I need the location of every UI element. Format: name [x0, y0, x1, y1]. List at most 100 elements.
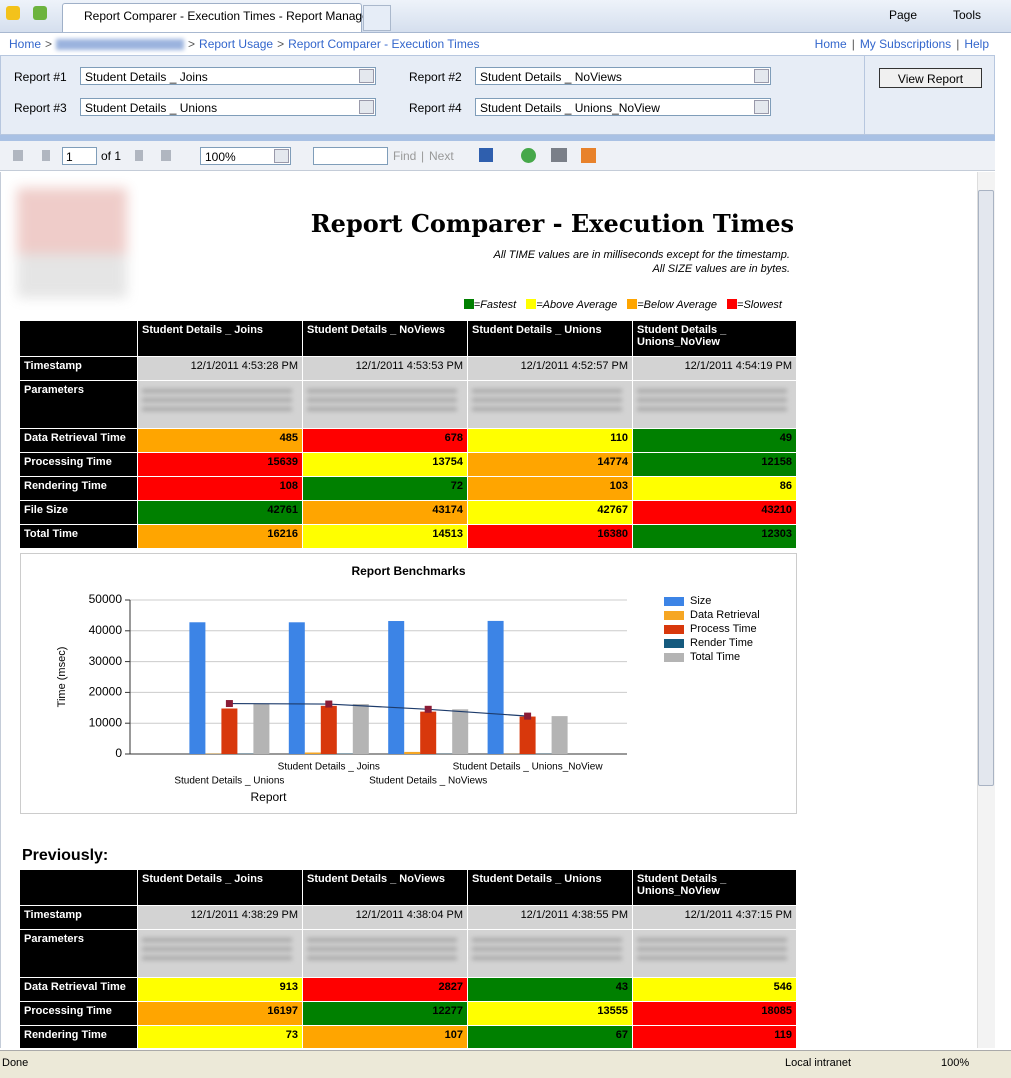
value-cell: 913	[138, 978, 302, 1001]
bar	[253, 703, 270, 754]
value-cell: 12277	[303, 1002, 467, 1025]
blurred-parameters	[637, 389, 787, 415]
value-cell: 485	[138, 429, 302, 452]
zoom-level[interactable]: 100%	[941, 1057, 970, 1069]
y-axis-label: Time (msec)	[56, 647, 68, 708]
timestamp-cell: 12/1/2011 4:53:53 PM	[303, 357, 467, 380]
trend-marker	[325, 700, 333, 708]
panel-divider	[864, 55, 865, 135]
y-tick-label: 20000	[89, 685, 123, 699]
find-box[interactable]	[313, 147, 388, 165]
note: All SIZE values are in bytes.	[652, 263, 790, 275]
timestamp-cell: 12/1/2011 4:54:19 PM	[633, 357, 796, 380]
crumb-separator: >	[277, 37, 285, 51]
find-link[interactable]: Find	[393, 149, 417, 163]
tools-menu[interactable]: Tools	[953, 8, 982, 22]
zoom-value: 100%	[205, 150, 236, 164]
next-link[interactable]: Next	[429, 149, 454, 163]
y-tick-label: 0	[115, 746, 122, 760]
crumb-link[interactable]: Report Comparer - Execution Times	[288, 37, 480, 51]
parameter-select[interactable]: Student Details _ Unions	[80, 98, 376, 116]
legend-swatch	[664, 611, 684, 620]
value-cell: 14774	[468, 453, 632, 476]
column-header: Student Details _ Joins	[138, 870, 302, 905]
value-cell: 678	[303, 429, 467, 452]
next-page[interactable]	[135, 150, 143, 161]
crumb-link[interactable]: Report Usage	[199, 37, 274, 51]
blurred-parameters	[637, 938, 787, 964]
global-links: Home | My Subscriptions | Help	[815, 37, 989, 51]
global-link[interactable]: Home	[814, 37, 847, 51]
bar	[519, 716, 536, 754]
scroll-thumb[interactable]	[978, 190, 994, 786]
blurred-parameters	[307, 389, 457, 415]
crumb-link[interactable]: Home	[9, 37, 42, 51]
parameter-select[interactable]: Student Details _ NoViews	[475, 67, 771, 85]
zoom-select[interactable]: 100%	[200, 147, 291, 165]
parameter-select[interactable]: Student Details _ Joins	[80, 67, 376, 85]
page-box[interactable]: 1	[62, 147, 97, 165]
refresh-icon[interactable]	[521, 148, 536, 163]
view-report-button[interactable]: View Report	[879, 68, 982, 88]
browser-tab[interactable]	[62, 3, 362, 32]
parameter-label: Report #3	[14, 101, 67, 115]
value-cell: 14513	[303, 525, 467, 548]
value-cell: 67	[468, 1026, 632, 1048]
export-icon[interactable]	[479, 148, 493, 162]
dropdown-arrow	[359, 100, 374, 114]
link-separator: |	[851, 37, 855, 51]
prev-page[interactable]	[42, 150, 50, 161]
column-header: Student Details _ Joins	[138, 321, 302, 356]
row-label: Timestamp	[20, 906, 137, 929]
last-page[interactable]	[161, 150, 171, 161]
legend-label: Process Time	[690, 623, 757, 635]
dropdown-arrow	[754, 100, 769, 114]
row-label: File Size	[20, 501, 137, 524]
collapse-bar[interactable]	[0, 135, 995, 141]
favorites-star[interactable]	[6, 6, 20, 20]
find-separator: |	[421, 149, 425, 163]
value-cell: 108	[138, 477, 302, 500]
status-bar	[0, 1050, 1011, 1078]
global-link[interactable]: My Subscriptions	[859, 37, 952, 51]
blurred-crumb[interactable]	[56, 39, 185, 50]
legend-swatch	[463, 299, 474, 309]
new-tab[interactable]	[363, 5, 391, 31]
parameter-select[interactable]: Student Details _ Unions_NoView	[475, 98, 771, 116]
bar	[352, 704, 369, 754]
value-cell: 16197	[138, 1002, 302, 1025]
print-icon[interactable]	[551, 148, 567, 162]
legend-label: =Above Average	[536, 299, 618, 311]
first-page[interactable]	[13, 150, 23, 161]
value-cell: 12303	[633, 525, 796, 548]
value-cell: 16380	[468, 525, 632, 548]
value-cell: 42761	[138, 501, 302, 524]
page-menu[interactable]: Page	[889, 8, 918, 22]
timestamp-cell: 12/1/2011 4:38:55 PM	[468, 906, 632, 929]
legend-entry: =Below Average	[627, 299, 717, 311]
legend-label: =Below Average	[637, 299, 718, 311]
column-header: Student Details _ Unions_NoView	[633, 321, 796, 356]
row-label: Data Retrieval Time	[20, 978, 137, 1001]
timestamp-cell: 12/1/2011 4:38:04 PM	[303, 906, 467, 929]
legend-label: Total Time	[690, 651, 740, 663]
value-cell: 73	[138, 1026, 302, 1048]
legend-entry: =Above Average	[526, 299, 617, 311]
legend-label: =Fastest	[473, 299, 517, 311]
y-tick-label: 40000	[89, 623, 123, 637]
value-cell: 13754	[303, 453, 467, 476]
crumb-separator: >	[45, 37, 53, 51]
legend-label: Size	[690, 595, 711, 607]
row-label: Processing Time	[20, 1002, 137, 1025]
row-label: Rendering Time	[20, 1026, 137, 1048]
add-favorite[interactable]	[33, 6, 47, 20]
global-link[interactable]: Help	[964, 37, 989, 51]
parameter-label: Report #2	[409, 70, 462, 84]
column-header: Student Details _ NoViews	[303, 870, 467, 905]
trend-line	[229, 702, 528, 717]
x-tick-label: Student Details _ Unions_NoView	[453, 762, 604, 773]
status-legend: =Fastest =Above Average =Below Average =Slo…	[463, 299, 782, 311]
y-tick-label: 10000	[89, 715, 123, 729]
layout-icon[interactable]	[581, 148, 596, 163]
parameters-cell	[138, 381, 302, 428]
